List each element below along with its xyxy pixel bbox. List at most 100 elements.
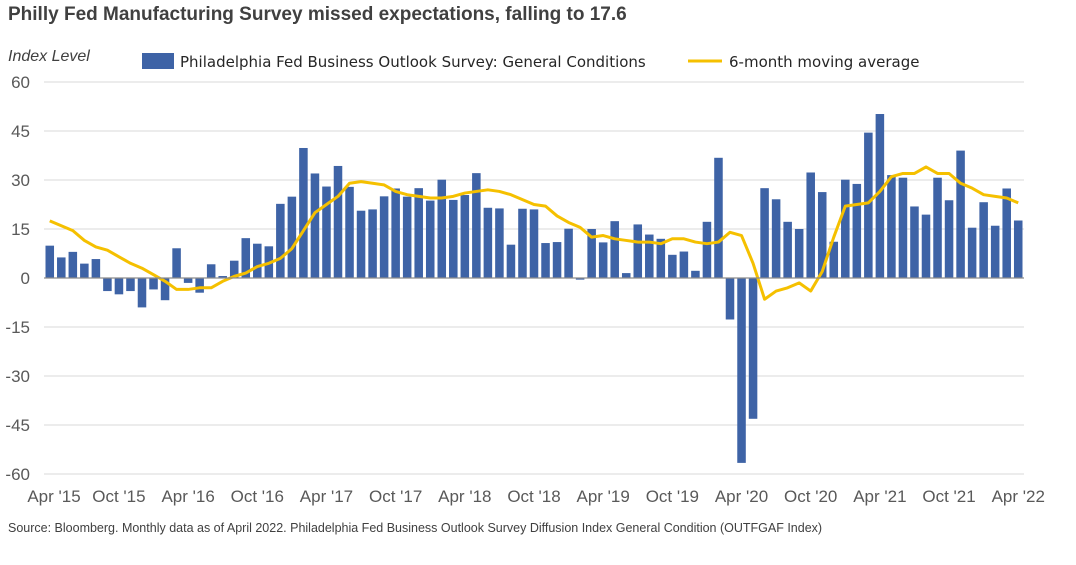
bar [276,203,285,278]
bar [990,225,1000,278]
x-tick-label: Oct '19 [646,487,699,506]
bar [57,257,66,278]
bar [460,195,470,278]
chart-title: Philly Fed Manufacturing Survey missed e… [8,4,627,25]
bar [183,278,193,283]
x-tick-label: Apr '15 [27,487,80,506]
x-tick-label: Apr '19 [577,487,630,506]
bar [103,278,112,292]
x-tick-label: Apr '22 [992,487,1045,506]
bar [229,260,239,278]
bar [449,199,458,278]
bar [483,207,493,278]
x-tick-label: Oct '20 [784,487,837,506]
bar [864,132,873,278]
x-tick-label: Apr '20 [715,487,768,506]
chart: 60 45 30 15 0 -15 -30 -45 -60 Apr '15 Oct '15 Apr … [5,48,1045,506]
bar [898,177,908,278]
bar [322,186,331,278]
bar [852,183,862,278]
x-tick-label: Oct '15 [92,487,145,506]
x-tick-label: Oct '21 [922,487,975,506]
bar [587,229,596,278]
bar [137,278,147,308]
bar [702,221,712,278]
x-tick-label: Apr '18 [438,487,491,506]
source-note: Source: Bloomberg. Monthly data as of Ap… [8,521,823,535]
bar [241,238,251,278]
bar [299,147,308,278]
x-axis-ticks: Apr '15 Oct '15 Apr '16 Oct '16 Apr '17 Oct '… [27,487,1045,506]
y-tick-label: 30 [11,171,30,190]
bar [506,244,516,278]
bar [425,200,435,278]
bar [875,114,885,278]
bar [921,214,931,278]
bar [979,202,988,278]
bar [552,242,562,278]
y-tick-label: -45 [5,416,30,435]
y-tick-label: -60 [5,465,30,484]
bar [206,264,216,278]
legend-bar-swatch [142,53,174,69]
bar [771,199,781,278]
x-tick-label: Oct '17 [369,487,422,506]
bar [253,243,262,278]
legend-line-label: 6-month moving average [729,53,919,71]
bar [598,242,608,278]
bar [218,276,227,278]
bar [714,157,723,278]
bar [760,188,769,278]
bar [564,228,573,278]
bar [287,196,297,278]
bar [495,208,504,278]
y-tick-label: 60 [11,73,30,92]
bar [748,278,758,419]
bar [68,251,78,278]
bar [437,179,447,278]
bar [933,177,942,278]
legend-bar-label: Philadelphia Fed Business Outlook Survey… [180,53,646,71]
bar [126,278,135,292]
bar [794,229,804,278]
bar [1002,188,1011,278]
bar [887,175,896,278]
bar [910,206,919,278]
bar [944,200,954,278]
bar [817,192,827,278]
moving-average-line [49,165,1019,301]
bar [737,278,746,463]
bar [783,221,792,278]
y-axis-label: Index Level [8,48,90,65]
bar [91,259,101,278]
bar [472,173,481,278]
y-tick-label: 0 [21,269,30,288]
x-tick-label: Apr '21 [853,487,906,506]
bar [725,278,735,320]
bar [45,245,55,278]
bar [345,186,354,278]
x-tick-label: Oct '16 [231,487,284,506]
bar [645,234,654,278]
bar [679,251,689,278]
x-tick-label: Oct '18 [507,487,560,506]
bar [368,209,377,278]
bar [310,173,320,278]
bar [149,278,158,290]
bar [333,165,343,278]
bar [806,172,815,278]
y-tick-label: 15 [11,220,30,239]
y-tick-label: -15 [5,318,30,337]
bar [691,270,700,278]
bar [391,188,400,278]
bar [621,273,631,278]
y-tick-label: -30 [5,367,30,386]
bar [195,278,204,293]
y-tick-label: 45 [11,122,30,141]
bar [1013,220,1023,278]
bar [668,254,677,278]
bar [379,196,389,278]
bar [829,241,839,278]
bar [160,278,170,301]
bar [402,196,412,278]
